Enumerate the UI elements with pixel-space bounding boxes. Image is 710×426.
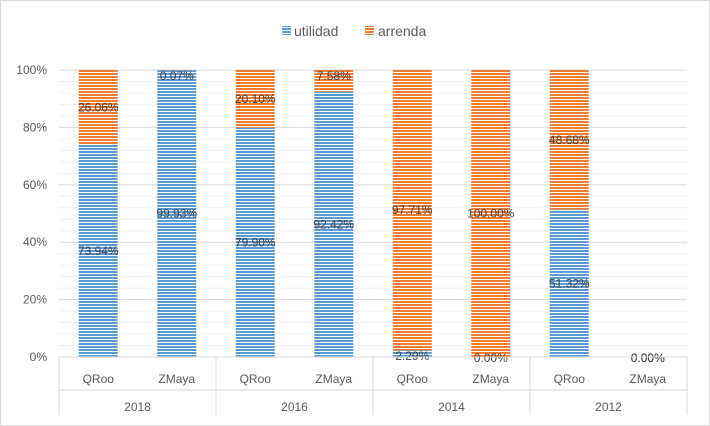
data-label-arrenda: 20.10% [235,92,276,106]
data-label-utilidad: 99.93% [156,207,197,221]
data-label-arrenda: 0.07% [160,69,194,83]
data-label-arrenda: 7.58% [317,69,351,83]
data-label-utilidad: 92.42% [313,217,354,231]
bars [78,70,589,357]
x-category-label: ZMaya [629,372,666,386]
y-tick-label: 100% [16,63,47,77]
legend-label-utilidad: utilidad [294,23,338,39]
gridlines [59,69,687,347]
bar-utilidad [314,91,354,357]
data-label-utilidad: 0.00% [631,351,665,365]
bar-utilidad [235,127,275,357]
x-group-label: 2012 [595,400,622,414]
x-axis: QRoo ZMaya QRoo ZMaya QRoo ZMaya QRoo ZMaya 2018… [58,356,688,415]
x-group-label: 2014 [438,400,465,414]
data-label-arrenda: 0.00% [631,351,665,365]
x-category-label: QRoo [240,372,272,386]
x-group-label: 2018 [124,400,151,414]
y-tick-label: 80% [23,120,47,134]
data-label-utilidad: 0.00% [474,351,508,365]
legend-swatch-utilidad [282,26,291,35]
x-category-label: ZMaya [472,372,509,386]
y-axis: 0% 20% 40% 60% 80% 100% [16,63,47,364]
x-category-label: QRoo [554,372,586,386]
data-label-arrenda: 100.00% [467,207,515,221]
y-tick-label: 0% [30,350,48,364]
bar-arrenda [314,70,354,92]
bar-utilidad [78,144,118,357]
y-tick-label: 20% [23,293,47,307]
data-label-utilidad: 79.90% [235,235,276,249]
data-labels: 73.94% 26.06% 99.93% 0.07% 79.90% 20.10% 92.42… [78,69,665,365]
legend-item-arrenda: arrenda [365,23,426,39]
y-tick-label: 60% [23,178,47,192]
data-label-utilidad: 51.32% [549,276,590,290]
x-category-label: QRoo [83,372,115,386]
x-group-label: 2016 [281,400,308,414]
data-label-arrenda: 97.71% [392,203,433,217]
y-tick-label: 40% [23,235,47,249]
bar-utilidad [549,209,589,357]
legend-item-utilidad: utilidad [282,23,338,39]
bar-arrenda [549,70,589,210]
bar-arrenda [235,70,275,128]
bar-arrenda [78,70,118,145]
data-label-arrenda: 48.68% [549,133,590,147]
legend-label-arrenda: arrenda [378,23,426,39]
x-category-label: ZMaya [158,372,195,386]
legend-swatch-arrenda [365,26,374,35]
bar-utilidad [392,350,432,357]
bar-utilidad [157,70,197,357]
data-label-arrenda: 26.06% [78,100,119,114]
data-label-utilidad: 73.94% [78,244,119,258]
x-category-label: ZMaya [315,372,352,386]
bar-arrenda [471,70,511,357]
x-category-label: QRoo [397,372,429,386]
legend: utilidad arrenda [282,23,426,39]
data-label-utilidad: 2.29% [395,349,429,363]
bar-arrenda [392,70,432,351]
